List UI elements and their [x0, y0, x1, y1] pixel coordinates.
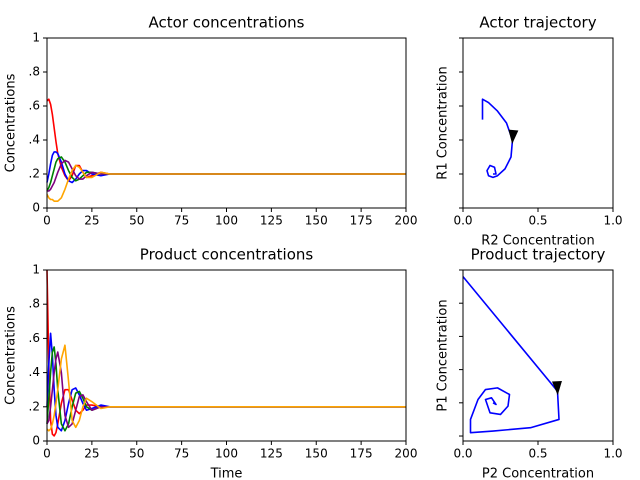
data-line — [46, 151, 406, 184]
data-line — [462, 276, 560, 434]
y-tick-label: .8 — [29, 65, 40, 79]
data-line — [46, 351, 406, 429]
y-tick-label: .6 — [29, 331, 40, 345]
data-line — [46, 98, 406, 182]
x-tick-label: 1.0 — [603, 214, 622, 228]
x-tick-label: 100 — [215, 447, 238, 461]
x-axis-label: R2 Concentration — [481, 234, 594, 249]
x-tick-label: 25 — [84, 214, 99, 228]
x-tick-label: 125 — [260, 447, 283, 461]
x-tick-label: 175 — [350, 447, 373, 461]
data-line — [46, 346, 406, 432]
x-tick-label: 200 — [395, 447, 418, 461]
y-tick-label: .6 — [29, 99, 40, 113]
x-tick-label: 50 — [129, 447, 144, 461]
subplot-title: Product trajectory — [471, 246, 606, 264]
x-tick-label: 0.0 — [453, 447, 472, 461]
axes-frame — [46, 269, 407, 442]
y-tick-label: .8 — [29, 297, 40, 311]
y-tick-label: 1 — [32, 263, 40, 277]
x-tick-label: 175 — [350, 214, 373, 228]
data-line — [46, 332, 406, 432]
x-tick-label: 150 — [305, 447, 328, 461]
x-tick-label: 1.0 — [603, 447, 622, 461]
x-tick-label: 125 — [260, 214, 283, 228]
x-tick-label: 0 — [43, 447, 51, 461]
data-line — [46, 164, 406, 202]
x-tick-label: 0.0 — [453, 214, 472, 228]
subplot-title: Product concentrations — [140, 246, 314, 264]
x-tick-label: 75 — [174, 447, 189, 461]
x-tick-label: 150 — [305, 214, 328, 228]
axes-frame — [462, 269, 614, 442]
direction-arrow — [551, 380, 562, 396]
y-tick-label: 0 — [32, 434, 40, 448]
subplot-title: Actor concentrations — [149, 14, 305, 32]
x-tick-label: 200 — [395, 214, 418, 228]
y-tick-label: .2 — [29, 167, 40, 181]
x-tick-label: 0.5 — [528, 447, 547, 461]
data-line — [46, 344, 406, 432]
x-tick-label: 0.5 — [528, 214, 547, 228]
axes-frame — [46, 37, 407, 209]
y-axis-label: P1 Concentration — [436, 299, 451, 411]
y-tick-label: .4 — [29, 133, 40, 147]
y-axis-label: R1 Concentration — [436, 66, 451, 179]
y-axis-label: Concentrations — [4, 306, 19, 405]
data-line — [481, 98, 514, 179]
y-tick-label: .4 — [29, 365, 40, 379]
y-tick-label: .2 — [29, 399, 40, 413]
x-axis-label: P2 Concentration — [482, 467, 594, 480]
x-tick-label: 0 — [43, 214, 51, 228]
direction-arrow — [508, 129, 519, 144]
x-tick-label: 75 — [174, 214, 189, 228]
x-tick-label: 25 — [84, 447, 99, 461]
axes-frame — [462, 37, 614, 209]
y-tick-label: 0 — [32, 201, 40, 215]
x-tick-label: 100 — [215, 214, 238, 228]
y-tick-label: 1 — [32, 31, 40, 45]
x-axis-label: Time — [210, 467, 243, 480]
subplot-title: Actor trajectory — [479, 14, 596, 32]
y-axis-label: Concentrations — [4, 73, 19, 172]
x-tick-label: 50 — [129, 214, 144, 228]
data-line — [46, 269, 406, 437]
